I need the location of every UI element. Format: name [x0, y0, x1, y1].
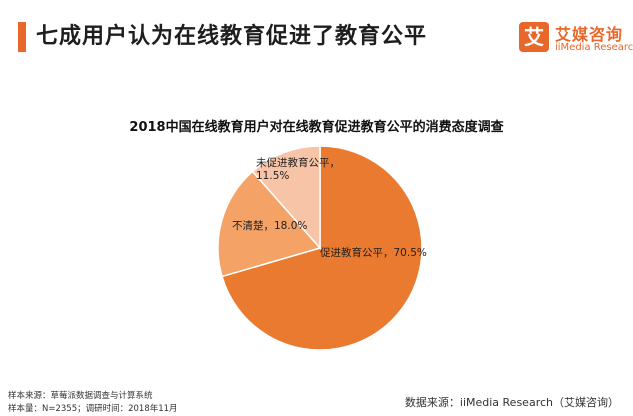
pie-slice-not-promote: [251, 145, 321, 250]
pie-slice-promote: [221, 145, 423, 351]
slice-label-unclear: 不清楚，18.0%: [232, 219, 307, 232]
chart-title: 2018中国在线教育用户对在线教育促进教育公平的消费态度调查: [129, 120, 504, 135]
logo-english-name: iiMedia Research: [555, 42, 633, 53]
slice-label-not-promote-line2: 11.5%: [256, 170, 289, 182]
logo-chinese-name: 艾媒咨询: [555, 25, 624, 44]
pie-slices: [217, 145, 423, 351]
sample-source-note: 样本来源：草莓派数据调查与计算系统: [8, 391, 153, 401]
page-title: 七成用户认为在线教育促进了教育公平: [36, 24, 428, 49]
brand-logo: 艾 艾媒咨询 iiMedia Research: [519, 19, 633, 59]
slice-label-not-promote-line1: 未促进教育公平，: [256, 156, 340, 169]
data-source: 数据来源：iiMedia Research（艾媒咨询）: [404, 396, 619, 409]
logo-mark-glyph: 艾: [524, 25, 544, 49]
logo-mark-icon: 艾: [519, 22, 549, 52]
slice-label-promote: 促进教育公平，70.5%: [320, 246, 427, 259]
title-accent-bar: [18, 22, 26, 52]
sample-size-note: 样本量：N=2355；调研时间：2018年11月: [8, 404, 178, 414]
pie-slice-unclear: [217, 170, 322, 278]
